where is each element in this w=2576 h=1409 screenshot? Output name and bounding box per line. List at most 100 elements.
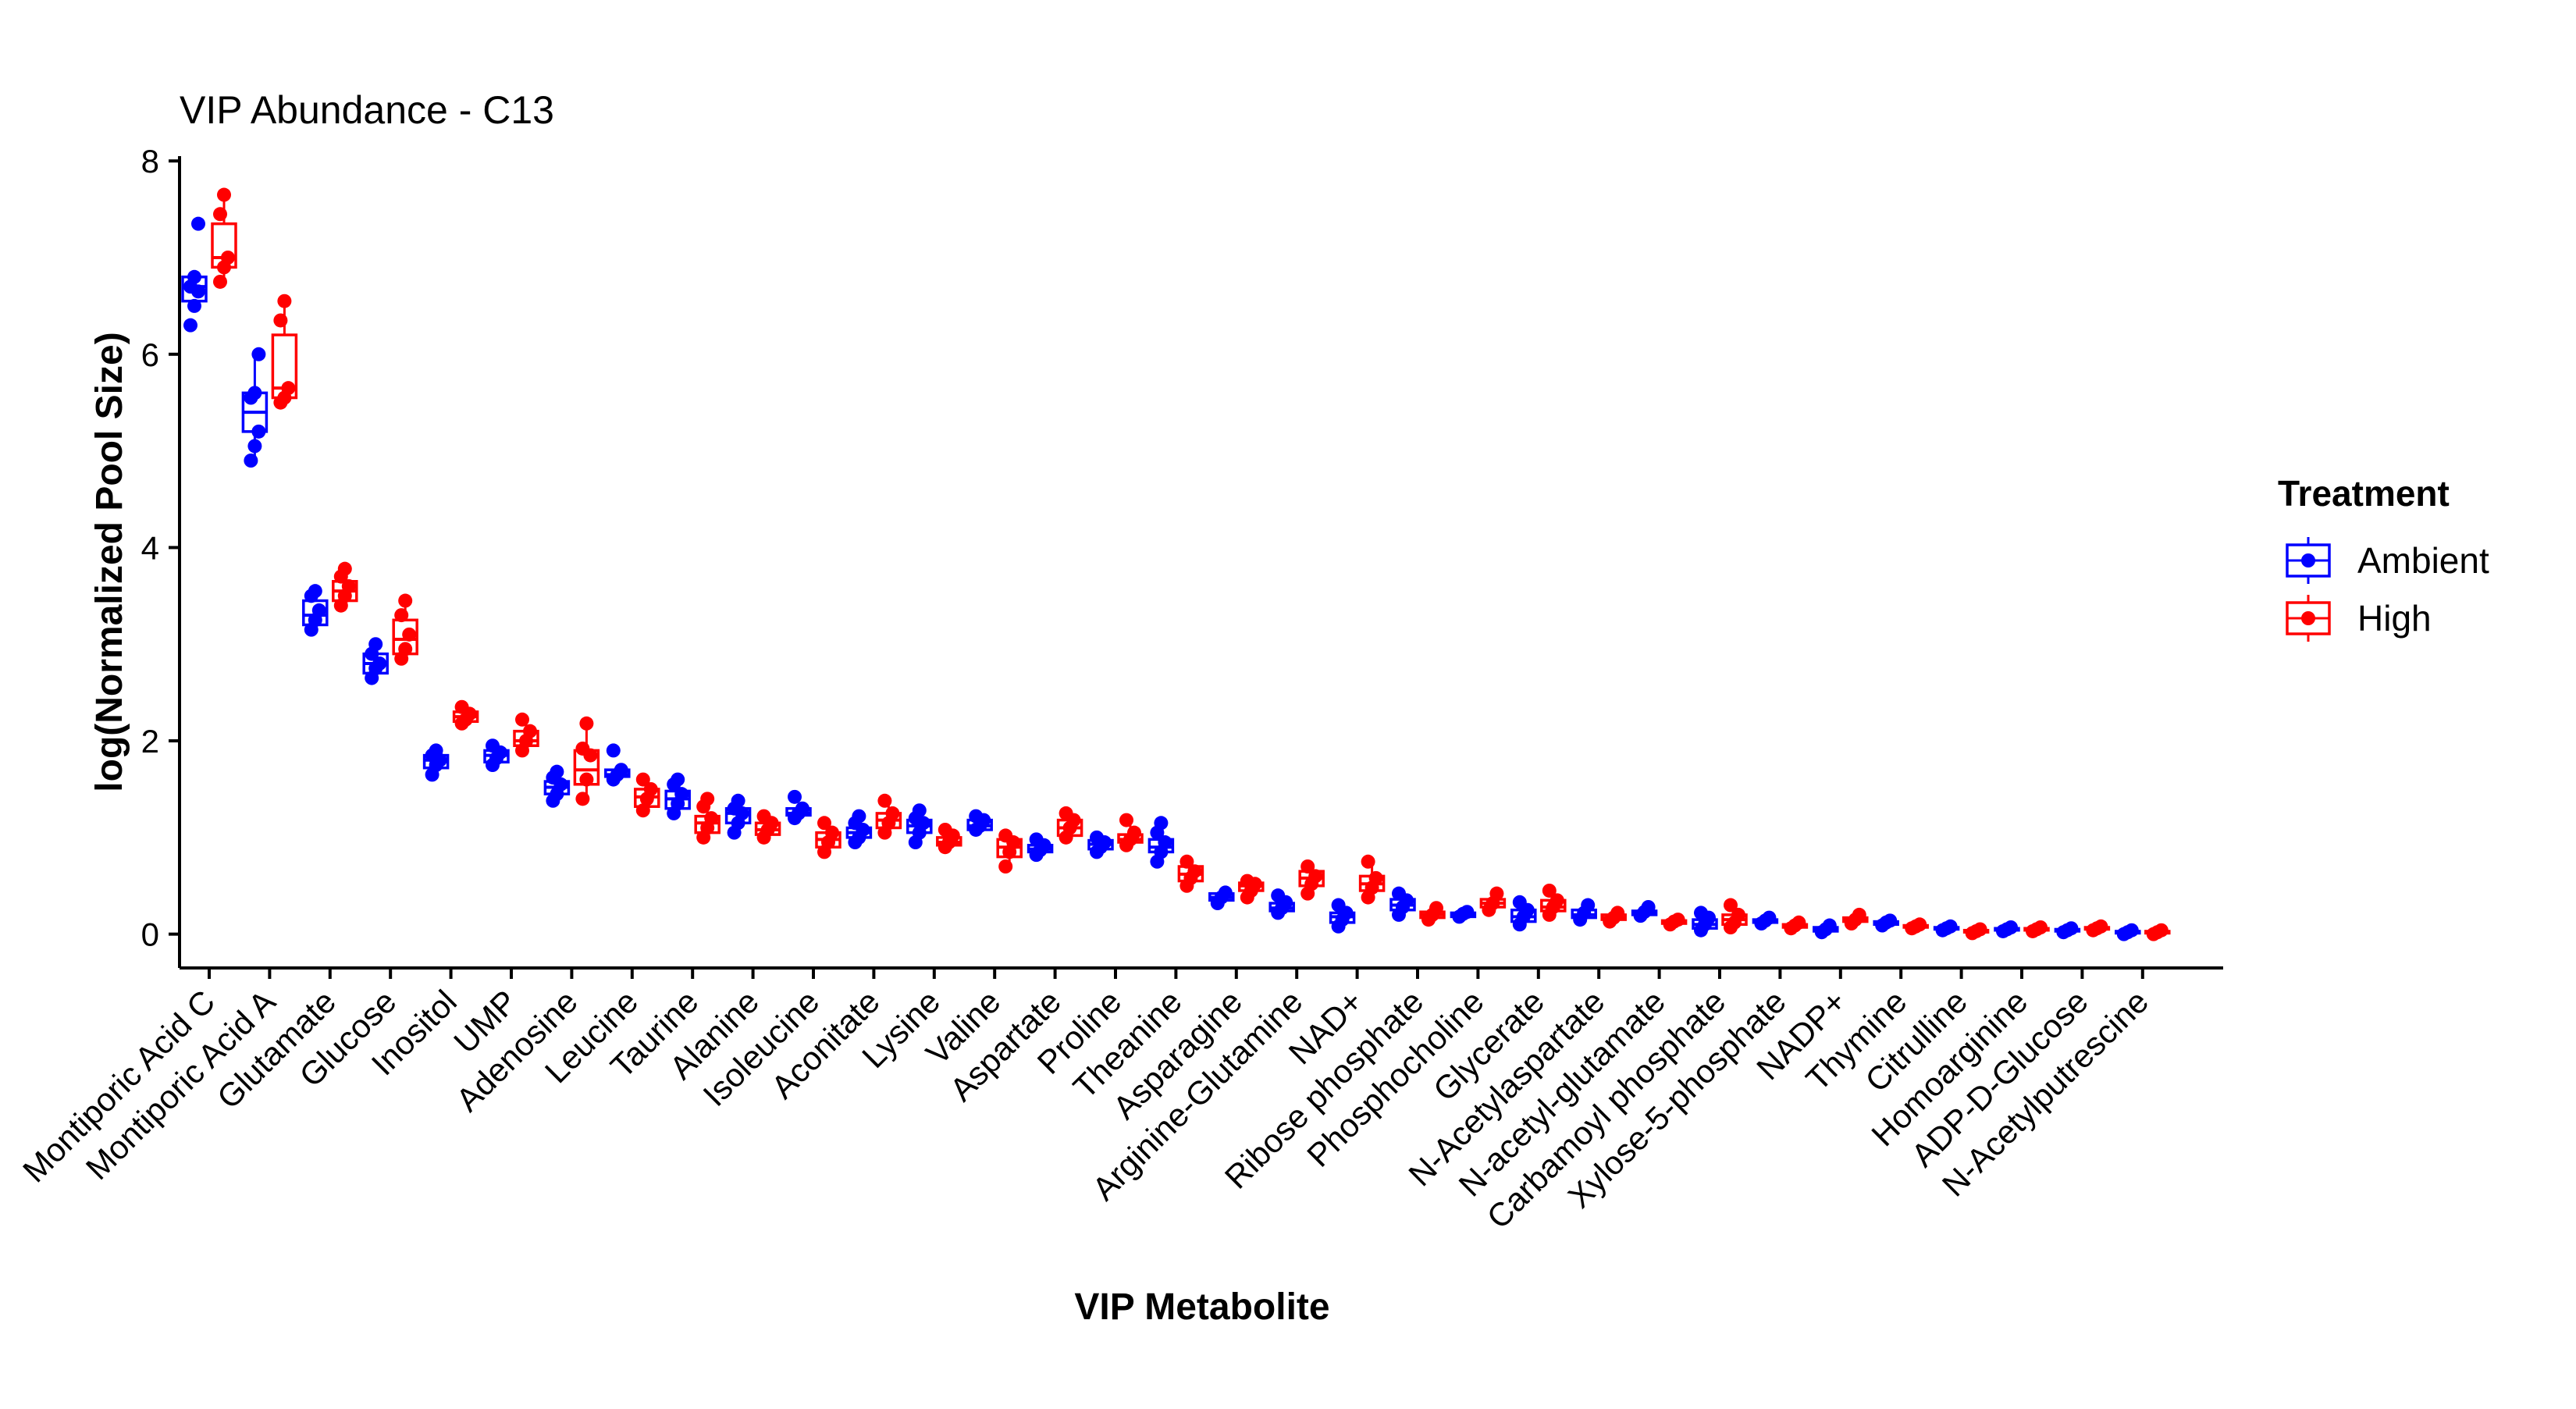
data-point-ambient — [1581, 898, 1596, 913]
data-point-high — [1300, 859, 1315, 874]
data-point-ambient — [550, 764, 564, 779]
data-point-high — [1489, 886, 1504, 901]
data-point-high — [213, 207, 227, 222]
data-point-high — [1059, 806, 1073, 820]
box-ambient — [1631, 900, 1658, 923]
data-point-high — [281, 381, 296, 396]
data-point-high — [575, 792, 590, 806]
data-point-high — [398, 593, 413, 608]
data-point-ambient — [1271, 888, 1286, 903]
box-ambient — [724, 793, 752, 840]
y-tick-label: 0 — [141, 916, 159, 953]
data-point-ambient — [244, 454, 258, 468]
data-point-high — [1361, 854, 1375, 869]
box-high — [936, 822, 962, 855]
box-high — [1117, 813, 1144, 852]
box-ambient — [845, 809, 873, 850]
box-high — [332, 561, 358, 613]
data-point-ambient — [368, 637, 383, 652]
legend-label: High — [2357, 598, 2432, 639]
box-high — [1479, 886, 1507, 917]
data-point-ambient — [308, 584, 322, 599]
box-ambient — [362, 637, 389, 685]
data-point-ambient — [606, 743, 621, 758]
box-ambient — [1510, 895, 1537, 932]
legend-key-point — [2301, 611, 2315, 625]
data-point-high — [885, 806, 900, 820]
chart-title: VIP Abundance - C13 — [180, 88, 554, 132]
box-ambient — [906, 803, 933, 850]
data-point-high — [1119, 813, 1133, 827]
legend-label: Ambient — [2357, 540, 2489, 581]
data-point-ambient — [1392, 886, 1406, 901]
box-high — [513, 712, 539, 758]
box-high — [2144, 923, 2171, 941]
box-ambient — [1813, 918, 1839, 940]
data-point-high — [1179, 854, 1194, 869]
box-ambient — [241, 347, 269, 468]
data-point-high — [1429, 901, 1443, 916]
data-point-ambient — [1218, 885, 1233, 900]
box-ambient — [1329, 898, 1356, 934]
legend-title: Treatment — [2278, 473, 2450, 514]
data-point-ambient — [372, 656, 387, 671]
data-point-high — [1731, 907, 1745, 922]
data-point-high — [337, 561, 352, 576]
data-point-high — [1240, 874, 1254, 888]
box-ambient — [966, 809, 993, 837]
legend-item-ambient: Ambient — [2286, 537, 2489, 584]
data-point-ambient — [731, 793, 745, 808]
data-point-ambient — [311, 603, 326, 617]
data-point-high — [1973, 922, 1987, 937]
box-high — [2083, 919, 2111, 938]
data-point-high — [1852, 907, 1866, 922]
box-high — [996, 828, 1023, 874]
data-point-ambient — [795, 801, 809, 816]
data-point-high — [1368, 870, 1383, 885]
y-tick-label: 6 — [141, 336, 159, 373]
box-high — [1540, 883, 1567, 922]
legend: Treatment Ambient High — [2278, 473, 2489, 642]
data-point-ambient — [187, 269, 201, 284]
box-ambient — [1692, 906, 1718, 938]
box-high — [211, 187, 237, 289]
data-point-ambient — [1460, 905, 1475, 920]
data-point-high — [704, 811, 719, 826]
data-point-high — [1550, 893, 1564, 908]
data-point-high — [273, 313, 288, 328]
data-point-ambient — [251, 347, 266, 361]
box-high — [1962, 922, 1990, 941]
box-ambient — [1208, 885, 1235, 911]
box-ambient — [2115, 923, 2141, 941]
data-point-high — [635, 772, 650, 787]
box-high — [1298, 859, 1325, 901]
data-point-high — [877, 793, 892, 808]
data-point-ambient — [788, 789, 802, 804]
data-point-ambient — [1883, 913, 1898, 928]
data-point-high — [825, 825, 839, 840]
data-point-high — [817, 816, 831, 831]
box-high — [2023, 920, 2050, 938]
box-high — [754, 809, 781, 845]
y-axis-label: log(Normalized Pool Size) — [89, 332, 130, 792]
box-high — [1238, 874, 1265, 905]
data-point-high — [2154, 923, 2169, 938]
box-ambient — [1873, 913, 1899, 933]
data-point-ambient — [2124, 923, 2139, 938]
box-high — [1419, 901, 1446, 927]
data-point-high — [277, 294, 292, 308]
box-high — [815, 816, 841, 859]
data-point-ambient — [1158, 835, 1172, 850]
box-high — [1721, 898, 1748, 934]
y-axis-ticks: 0 2 4 6 8 — [141, 143, 180, 953]
data-point-high — [523, 724, 537, 738]
data-point-ambient — [486, 738, 500, 753]
data-point-ambient — [1641, 900, 1656, 914]
data-point-high — [402, 627, 417, 642]
box-high — [1600, 906, 1627, 929]
y-tick-label: 4 — [141, 529, 159, 566]
data-point-high — [579, 772, 594, 787]
box-high — [1660, 913, 1688, 932]
